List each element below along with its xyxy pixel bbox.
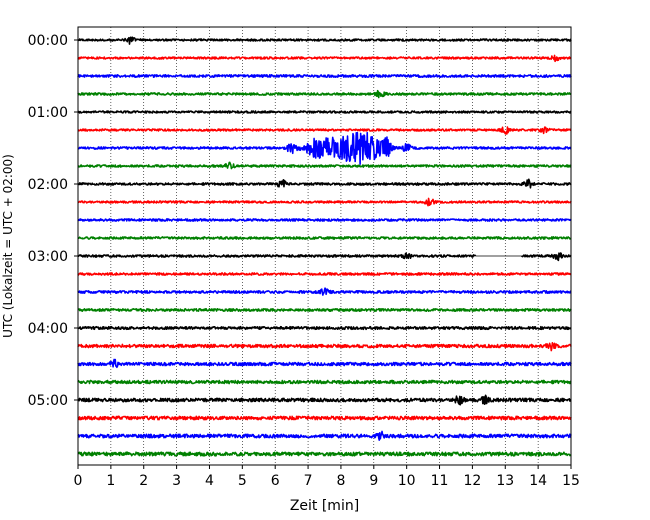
trace-line: [77, 379, 572, 385]
x-tick-label: 0: [74, 473, 83, 489]
x-tick-label: 9: [369, 473, 378, 489]
plot-frame: [77, 26, 572, 466]
trace-line: [77, 197, 572, 207]
trace-line: [77, 178, 572, 189]
trace-line: [77, 36, 572, 45]
trace-line: [77, 161, 572, 170]
trace-line: [77, 110, 572, 114]
x-axis: 0 1 2 3 4 5 6 7 8 9 10 11 12 13 14 15: [74, 465, 580, 489]
trace-line: [77, 342, 572, 352]
y-tick-label: 05:00: [28, 393, 68, 409]
trace-line: [77, 218, 572, 222]
x-tick-label: 4: [205, 473, 214, 489]
x-tick-label: 11: [431, 473, 449, 489]
trace-line: [77, 325, 572, 331]
trace-line: [77, 358, 572, 369]
trace-line: [77, 451, 572, 457]
trace-line: [77, 89, 572, 99]
trace-line: [77, 126, 572, 135]
x-tick-label: 12: [463, 473, 481, 489]
y-tick-label: 00:00: [28, 33, 68, 49]
x-tick-label: 6: [271, 473, 280, 489]
trace-line: [77, 131, 572, 165]
y-tick-label: 01:00: [28, 105, 68, 121]
x-tick-label: 2: [139, 473, 148, 489]
trace-line: [77, 307, 572, 313]
trace-line: [77, 236, 572, 240]
y-axis-label: UTC (Lokalzeit = UTC + 02:00): [1, 154, 15, 338]
seismic-traces: [77, 36, 572, 457]
y-tick-label: 03:00: [28, 249, 68, 265]
x-tick-label: 14: [529, 473, 547, 489]
x-axis-label: Zeit [min]: [290, 498, 359, 514]
trace-line: [77, 73, 572, 78]
y-tick-label: 02:00: [28, 177, 68, 193]
x-tick-label: 10: [398, 473, 416, 489]
y-tick-label: 04:00: [28, 321, 68, 337]
trace-line: [77, 252, 572, 262]
x-tick-label: 1: [106, 473, 115, 489]
x-tick-label: 7: [304, 473, 313, 489]
plot-area: [78, 27, 571, 465]
trace-line: [77, 394, 572, 406]
trace-line: [77, 272, 572, 276]
trace-line: [77, 415, 572, 421]
trace-line: [77, 430, 572, 441]
trace-line: [77, 287, 572, 296]
x-tick-label: 15: [562, 473, 580, 489]
x-tick-label: 5: [238, 473, 247, 489]
y-axis: 00:00 01:00 02:00 03:00 04:00 05:00: [28, 33, 78, 409]
x-tick-label: 13: [496, 473, 514, 489]
x-tick-label: 3: [172, 473, 181, 489]
x-tick-label: 8: [336, 473, 345, 489]
trace-line: [77, 54, 572, 63]
